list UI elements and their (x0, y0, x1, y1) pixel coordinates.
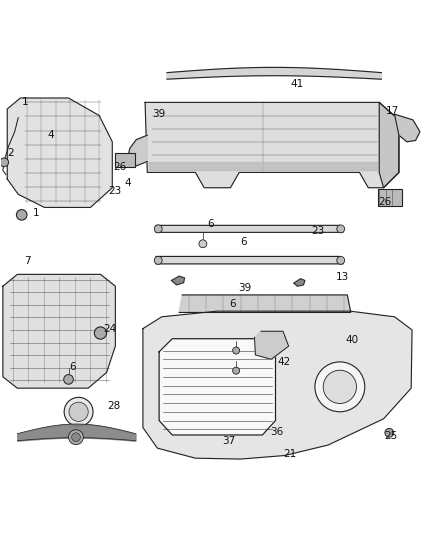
Bar (377, 189, 401, 206)
Text: 41: 41 (290, 78, 304, 88)
Circle shape (336, 225, 344, 233)
Circle shape (64, 375, 73, 384)
Circle shape (198, 240, 206, 248)
Circle shape (94, 327, 106, 339)
Circle shape (322, 370, 356, 403)
Polygon shape (155, 225, 342, 232)
Polygon shape (293, 279, 304, 286)
Text: 42: 42 (277, 357, 290, 367)
Text: 1: 1 (21, 98, 28, 107)
Text: 4: 4 (48, 130, 54, 140)
Circle shape (384, 429, 393, 437)
Polygon shape (394, 114, 419, 142)
Polygon shape (155, 256, 342, 264)
Text: 37: 37 (222, 435, 235, 446)
Text: 26: 26 (113, 161, 126, 172)
Polygon shape (159, 338, 275, 435)
Polygon shape (127, 135, 147, 166)
Circle shape (336, 256, 344, 264)
Polygon shape (145, 102, 398, 188)
Polygon shape (3, 274, 115, 388)
Text: 21: 21 (282, 449, 296, 459)
Text: 17: 17 (385, 106, 398, 116)
Bar (115, 153, 135, 167)
Text: 1: 1 (33, 208, 40, 218)
Polygon shape (378, 102, 398, 188)
Circle shape (68, 430, 83, 445)
Text: 40: 40 (344, 335, 357, 345)
Circle shape (232, 347, 239, 354)
Text: 6: 6 (229, 298, 235, 309)
Circle shape (71, 433, 80, 441)
Text: 7: 7 (24, 256, 30, 266)
Circle shape (16, 209, 27, 220)
Polygon shape (179, 295, 350, 312)
Circle shape (154, 256, 162, 264)
Circle shape (64, 397, 93, 426)
Text: 6: 6 (240, 237, 246, 247)
Circle shape (0, 158, 9, 167)
Text: 26: 26 (378, 197, 391, 207)
Text: 39: 39 (238, 282, 251, 293)
Text: 25: 25 (384, 431, 397, 441)
Circle shape (314, 362, 364, 412)
Text: 4: 4 (124, 179, 131, 188)
Text: 24: 24 (103, 324, 117, 334)
Circle shape (154, 225, 162, 233)
Text: 23: 23 (108, 186, 121, 196)
Polygon shape (171, 276, 184, 285)
Polygon shape (254, 332, 288, 359)
Text: 13: 13 (335, 272, 348, 282)
Polygon shape (143, 311, 411, 459)
Text: 36: 36 (270, 427, 283, 437)
Text: 2: 2 (7, 148, 14, 158)
Text: 23: 23 (311, 225, 324, 236)
Polygon shape (7, 98, 112, 207)
Polygon shape (166, 67, 381, 79)
Circle shape (69, 402, 88, 422)
Text: 6: 6 (70, 362, 76, 372)
Text: 39: 39 (152, 109, 166, 119)
Text: 6: 6 (207, 219, 214, 229)
Text: 28: 28 (107, 401, 120, 410)
Circle shape (232, 367, 239, 374)
